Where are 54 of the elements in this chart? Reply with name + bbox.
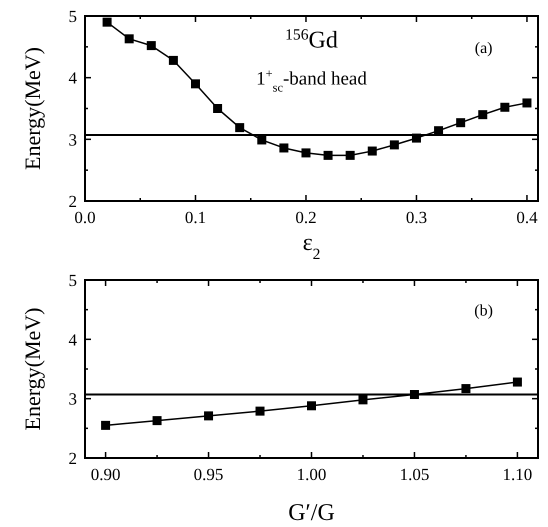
point: [512, 378, 522, 387]
point: [256, 406, 265, 416]
point: [190, 79, 200, 88]
y-tick-label: 3: [68, 130, 77, 150]
point: [500, 102, 510, 112]
x-tick-label: 0.4: [516, 208, 538, 227]
x-tick-label: 1.10: [502, 465, 532, 484]
annotation: 1$^{+}$$_{sc}$-band head: [256, 66, 368, 94]
y-tick-label: 5: [68, 7, 77, 26]
x-tick-label: 0.0: [74, 208, 96, 227]
point: [102, 18, 112, 27]
point: [412, 134, 421, 143]
point: [358, 395, 368, 404]
point: [390, 140, 399, 150]
x-tick-label: 0.1: [184, 208, 206, 227]
point: [204, 411, 214, 420]
y-axis-title: Energy(MeV): [20, 308, 45, 430]
annotation: (b): [474, 302, 493, 320]
annotation: $^{156}$Gd: [285, 26, 338, 54]
point: [124, 34, 134, 44]
point: [257, 135, 266, 144]
point: [324, 150, 333, 160]
annotation: (a): [474, 40, 493, 57]
point: [101, 420, 110, 430]
point: [522, 98, 532, 108]
point: [461, 384, 470, 394]
point: [279, 143, 288, 152]
point: [410, 390, 419, 400]
point: [301, 148, 310, 158]
x-tick-label: 1.05: [400, 465, 430, 484]
point: [235, 123, 244, 132]
point: [146, 41, 156, 50]
y-axis-title: Energy(MeV): [20, 47, 45, 170]
x-axis-title: G′/G: [288, 500, 335, 526]
point: [168, 56, 178, 65]
point: [307, 401, 316, 410]
point: [213, 104, 222, 113]
y-tick-label: 3: [68, 390, 77, 409]
point: [346, 150, 355, 160]
y-tick-label: 4: [68, 68, 78, 88]
y-tick-label: 2: [68, 449, 77, 468]
x-tick-label: 1.00: [296, 465, 326, 484]
point: [152, 416, 162, 426]
point: [456, 118, 466, 128]
y-tick-label: 5: [68, 271, 77, 290]
point: [368, 146, 377, 156]
x-tick-label: 0.90: [90, 465, 120, 484]
y-tick-label: 2: [68, 192, 77, 211]
x-axis-title: ε$_{2}$: [302, 230, 320, 262]
x-tick-label: 0.2: [295, 208, 317, 227]
x-tick-label: 0.95: [194, 465, 224, 484]
y-tick-label: 4: [68, 330, 78, 350]
x-tick-label: 0.3: [406, 208, 428, 227]
point: [478, 110, 488, 120]
